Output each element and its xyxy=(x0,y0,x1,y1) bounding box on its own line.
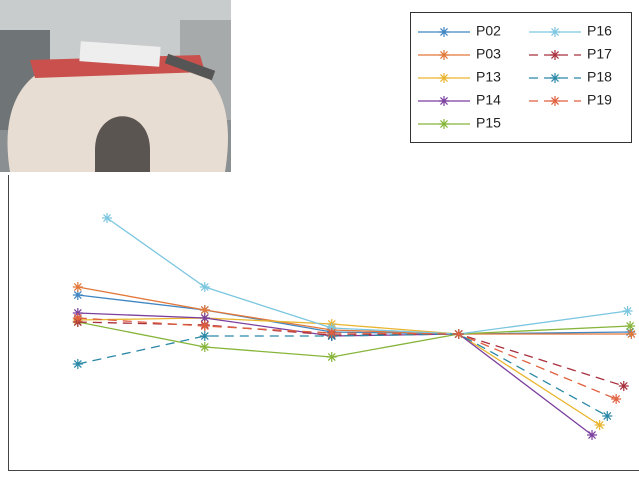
marker xyxy=(587,430,598,440)
marker xyxy=(594,420,605,430)
marker xyxy=(625,321,636,331)
legend-label: P13 xyxy=(476,69,501,85)
series-line xyxy=(77,317,617,400)
legend-label: P02 xyxy=(476,23,501,39)
marker xyxy=(199,331,210,341)
marker xyxy=(199,321,210,331)
legend-label: P17 xyxy=(587,46,612,62)
marker xyxy=(72,290,83,300)
legend-marker xyxy=(550,50,560,60)
photo xyxy=(0,0,231,172)
plot-area xyxy=(72,213,637,440)
legend-label: P19 xyxy=(587,92,612,108)
legend-label: P15 xyxy=(476,115,501,131)
legend-marker xyxy=(439,119,449,129)
marker xyxy=(626,329,637,339)
marker xyxy=(72,282,83,292)
marker xyxy=(326,328,337,338)
marker xyxy=(102,213,113,223)
marker xyxy=(72,359,83,369)
marker xyxy=(199,313,210,323)
marker xyxy=(199,282,210,292)
marker xyxy=(611,394,622,404)
marker xyxy=(602,411,613,421)
legend-marker xyxy=(439,27,449,37)
series-line xyxy=(77,294,631,335)
series-line xyxy=(77,321,631,358)
legend-label: P14 xyxy=(476,92,501,108)
marker xyxy=(622,306,633,316)
series-line xyxy=(77,333,608,417)
legend-label: P03 xyxy=(476,46,501,62)
marker xyxy=(199,342,210,352)
legend-marker xyxy=(439,96,449,106)
legend-marker xyxy=(550,27,560,37)
legend: P02 P03 P13 P14 P15 P16 P17 P18 P19 xyxy=(410,12,632,143)
series-line xyxy=(77,286,632,335)
legend-marker xyxy=(550,73,560,83)
series-line xyxy=(77,321,624,387)
marker xyxy=(72,313,83,323)
legend-label: P18 xyxy=(587,69,612,85)
marker xyxy=(618,381,629,391)
legend-marker xyxy=(439,73,449,83)
marker xyxy=(326,352,337,362)
legend-marker xyxy=(439,50,449,60)
legend-label: P16 xyxy=(587,23,612,39)
marker xyxy=(453,329,464,339)
legend-marker xyxy=(550,96,560,106)
marker xyxy=(199,305,210,315)
